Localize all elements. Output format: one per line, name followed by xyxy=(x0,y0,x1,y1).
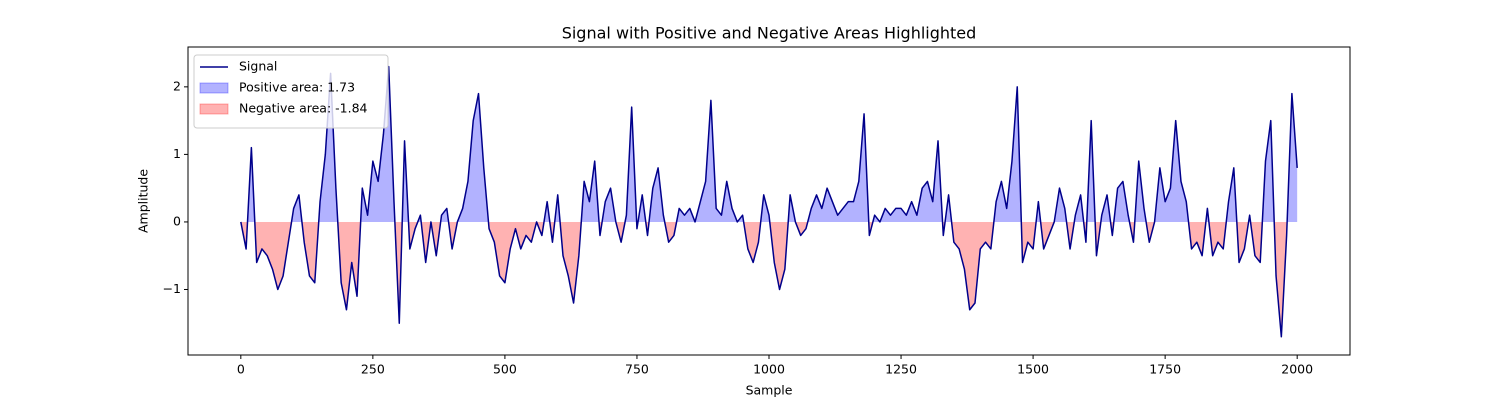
x-tick-label: 1250 xyxy=(885,362,917,377)
legend-label: Negative area: -1.84 xyxy=(239,101,368,116)
legend-label: Signal xyxy=(239,59,277,74)
chart-title: Signal with Positive and Negative Areas … xyxy=(562,24,977,43)
y-tick-label: −1 xyxy=(163,281,181,296)
x-tick-label: 750 xyxy=(625,362,649,377)
legend-patch xyxy=(199,103,229,115)
legend-box xyxy=(193,54,389,129)
x-axis-label: Sample xyxy=(746,383,793,398)
y-tick-label: 1 xyxy=(173,146,181,161)
x-tick-label: 0 xyxy=(237,362,245,377)
x-tick-label: 250 xyxy=(361,362,385,377)
plot-area xyxy=(240,65,1298,338)
legend-label: Positive area: 1.73 xyxy=(239,80,355,95)
x-tick-label: 1750 xyxy=(1149,362,1181,377)
x-tick-label: 1000 xyxy=(753,362,785,377)
y-tick-label: 0 xyxy=(173,213,181,228)
signal-line xyxy=(240,65,1298,338)
y-tick-label: 2 xyxy=(173,78,181,93)
x-tick-label: 500 xyxy=(493,362,517,377)
negative-area xyxy=(240,221,1298,337)
y-axis-label: Amplitude xyxy=(136,169,151,233)
legend-patch xyxy=(199,82,229,94)
legend: Signal Positive area: 1.73 Negative area: … xyxy=(193,54,389,129)
x-tick-label: 2000 xyxy=(1281,362,1313,377)
x-tick-label: 1500 xyxy=(1017,362,1049,377)
